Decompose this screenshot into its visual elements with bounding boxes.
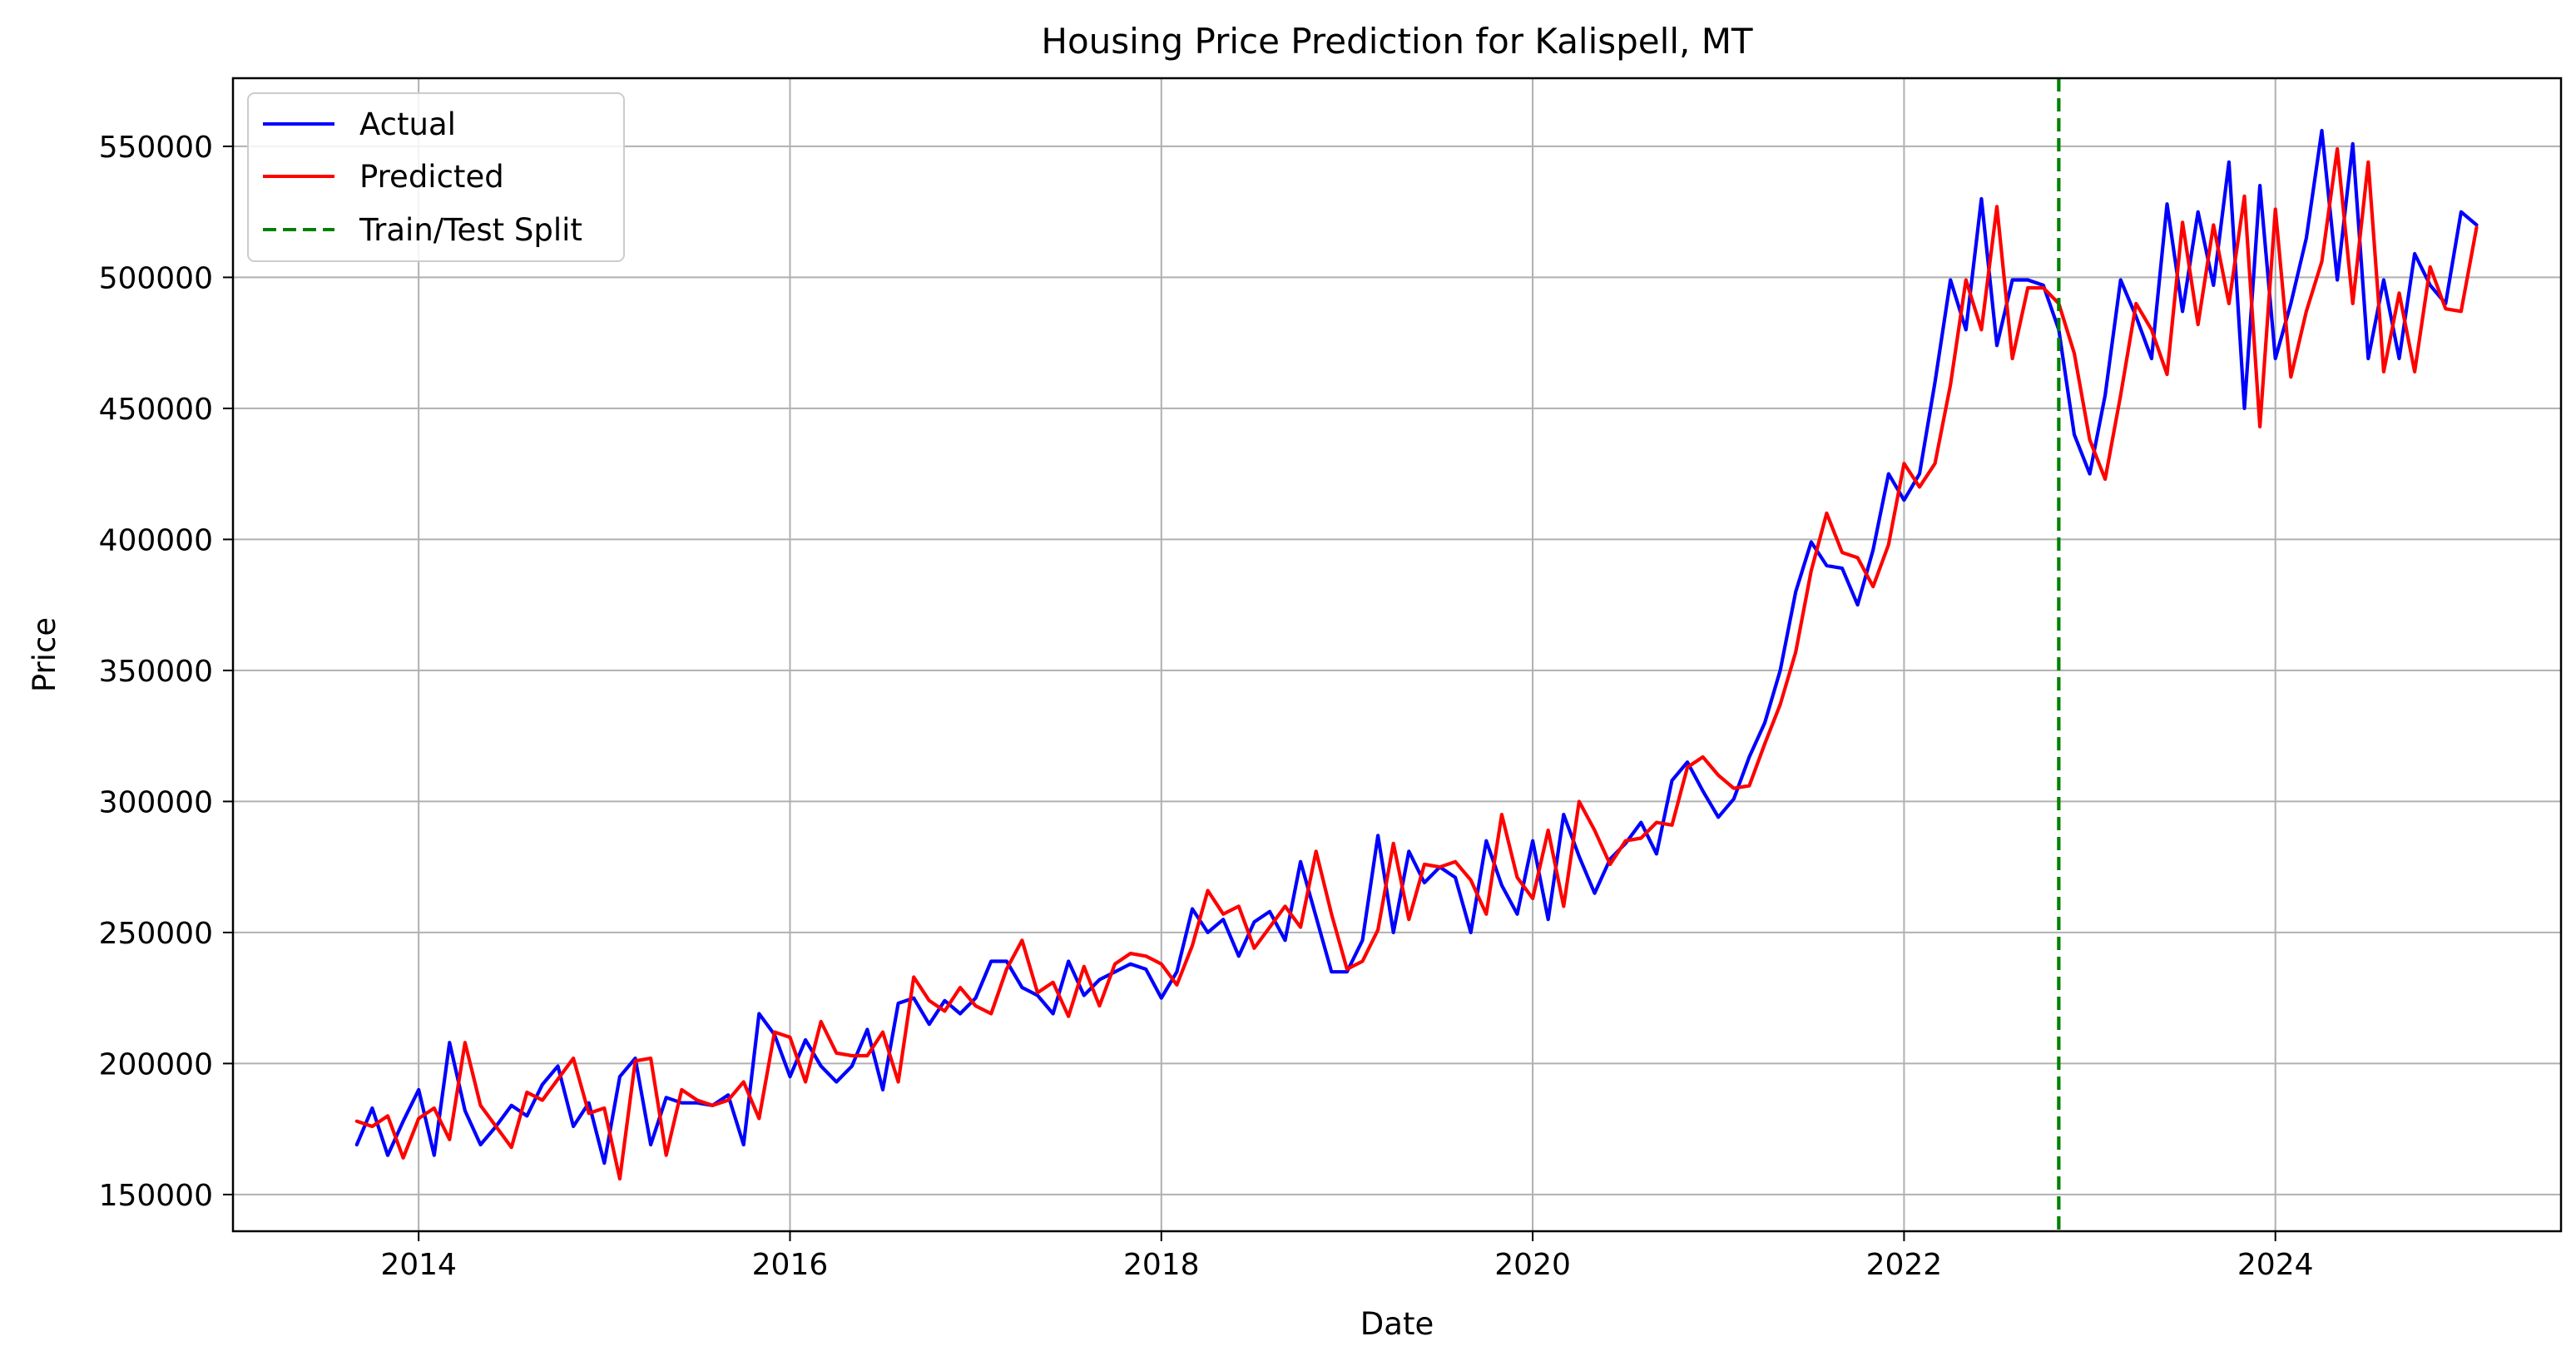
x-axis-label: Date <box>1360 1306 1434 1342</box>
y-tick-label: 300000 <box>99 785 213 819</box>
legend-label-split: Train/Test Split <box>359 212 582 248</box>
y-tick-label: 250000 <box>99 917 213 951</box>
chart-title: Housing Price Prediction for Kalispell, … <box>1041 21 1753 62</box>
y-tick-label: 200000 <box>99 1047 213 1081</box>
y-tick-label: 500000 <box>99 261 213 295</box>
y-tick-label: 350000 <box>99 655 213 689</box>
x-tick-label: 2016 <box>752 1248 829 1282</box>
series-layer <box>354 78 2479 1231</box>
y-tick-label: 400000 <box>99 523 213 557</box>
y-tick-label: 150000 <box>99 1179 213 1213</box>
legend-box <box>247 92 625 262</box>
legend: Actual Predicted Train/Test Split <box>247 92 625 262</box>
legend-label-predicted: Predicted <box>359 159 504 195</box>
plot-frame <box>231 77 2563 1233</box>
x-tick-label: 2020 <box>1494 1248 1571 1282</box>
y-tick-label: 550000 <box>99 131 213 165</box>
x-tick-label: 2014 <box>380 1248 457 1282</box>
series-line-actual <box>354 128 2479 1166</box>
grid-layer <box>233 78 2561 1231</box>
legend-label-actual: Actual <box>359 106 456 142</box>
axis-layer: 2014 2016 2018 2020 2022 2024 150000 200000 2500… <box>99 131 2314 1282</box>
series-line-predicted <box>354 146 2479 1181</box>
x-tick-label: 2018 <box>1123 1248 1200 1282</box>
x-tick-label: 2022 <box>1866 1248 1943 1282</box>
y-tick-label: 450000 <box>99 393 213 427</box>
x-tick-label: 2024 <box>2237 1248 2314 1282</box>
y-axis-label: Price <box>27 617 62 692</box>
